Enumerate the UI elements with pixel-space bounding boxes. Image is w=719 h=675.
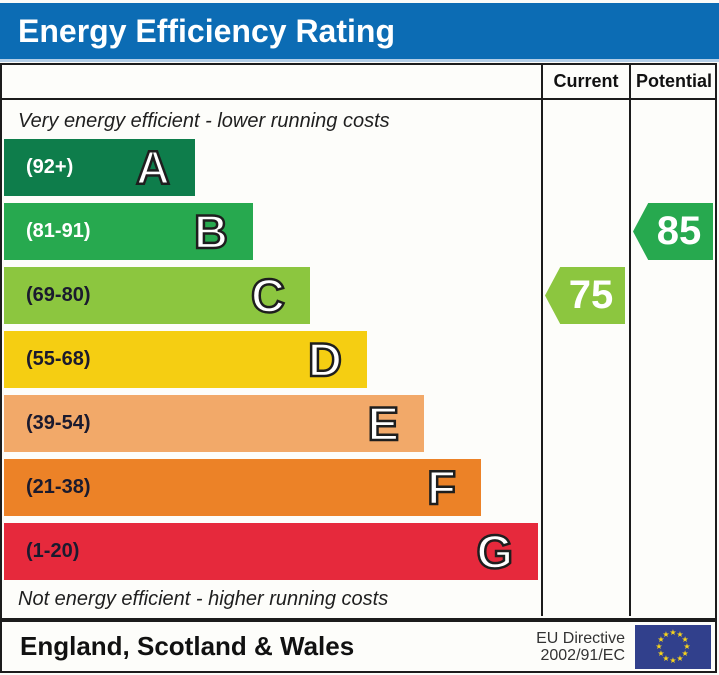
band-range-label: (81-91)	[26, 220, 91, 242]
region-label: England, Scotland & Wales	[20, 631, 355, 661]
rating-bands: (92+) A (81-91) B (69-80) C (55-68) D (39-54) E (2…	[2, 139, 541, 580]
page-title: Energy Efficiency Rating	[18, 13, 395, 49]
chart-body-row: Very energy efficient - lower running co…	[2, 100, 715, 616]
band-c: (69-80) C	[4, 267, 310, 324]
svg-text:★: ★	[657, 635, 664, 644]
band-letter: A	[135, 140, 171, 196]
eu-directive-line2: 2002/91/EC	[540, 646, 625, 664]
svg-text:★: ★	[657, 649, 664, 658]
band-range-label: (21-38)	[26, 476, 91, 498]
band-a: (92+) A	[4, 139, 195, 196]
band-range-label: (92+)	[26, 156, 74, 178]
band-letter: B	[193, 204, 229, 260]
eu-directive-label: EU Directive 2002/91/EC	[536, 630, 625, 664]
band-letter: C	[250, 268, 286, 324]
band-e: (39-54) E	[4, 395, 424, 452]
title-bar: Energy Efficiency Rating	[0, 3, 719, 62]
svg-text:★: ★	[662, 629, 669, 638]
svg-text:★: ★	[676, 654, 683, 663]
epc-rating-chart: Current Potential Very energy efficient …	[0, 63, 717, 620]
bands-area: Very energy efficient - lower running co…	[2, 100, 543, 616]
svg-text:★: ★	[655, 642, 662, 651]
band-range-label: (39-54)	[26, 412, 91, 434]
svg-text:★: ★	[662, 654, 669, 663]
svg-text:★: ★	[669, 628, 676, 637]
band-b: (81-91) B	[4, 203, 253, 260]
current-rating-arrow: 75	[545, 267, 625, 324]
svg-text:★: ★	[682, 649, 689, 658]
band-range-label: (1-20)	[26, 540, 80, 562]
current-column: 75	[543, 100, 631, 616]
potential-rating-arrow: 85	[633, 203, 713, 260]
svg-text:★: ★	[676, 629, 683, 638]
chart-header-row: Current Potential	[2, 65, 715, 100]
top-note: Very energy efficient - lower running co…	[18, 110, 390, 132]
band-range-label: (55-68)	[26, 348, 91, 370]
band-d: (55-68) D	[4, 331, 367, 388]
band-f: (21-38) F	[4, 459, 481, 516]
chart-header-spacer	[2, 65, 543, 98]
footer-bar: England, Scotland & Wales EU Directive 2…	[0, 620, 717, 673]
potential-column: 85	[631, 100, 717, 616]
svg-text:★: ★	[669, 656, 676, 665]
band-letter: E	[366, 396, 400, 452]
band-g: (1-20) G	[4, 523, 538, 580]
band-letter: F	[426, 460, 457, 516]
eu-flag-icon: ★ ★ ★ ★ ★ ★ ★ ★ ★ ★ ★ ★	[635, 624, 711, 669]
band-letter: D	[307, 332, 343, 388]
svg-text:★: ★	[683, 642, 690, 651]
bottom-note: Not energy efficient - higher running co…	[18, 588, 389, 610]
band-range-label: (69-80)	[26, 284, 91, 306]
eu-directive-line1: EU Directive	[536, 629, 625, 647]
column-header-current: Current	[543, 65, 631, 98]
column-header-potential: Potential	[635, 71, 712, 91]
svg-text:★: ★	[682, 635, 689, 644]
band-letter: G	[475, 524, 514, 580]
